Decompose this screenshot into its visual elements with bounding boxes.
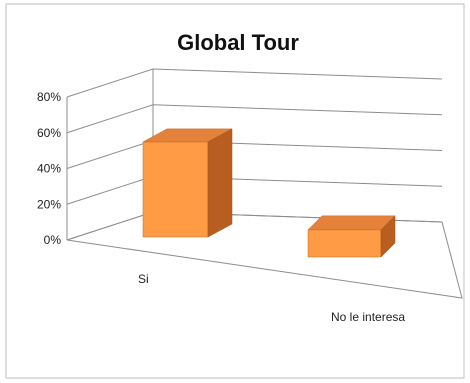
bars-layer (142, 128, 396, 258)
chart-border (5, 3, 465, 379)
y-tick-labels: 0% 20% 40% 60% 80% (37, 90, 61, 247)
bar-top (307, 215, 396, 231)
y-tick-label: 20% (37, 197, 61, 211)
bar-front (142, 141, 209, 238)
floor-plane (66, 211, 463, 299)
y-tick-label: 40% (37, 162, 61, 176)
category-label: No le interesa (331, 310, 405, 324)
bar-side (380, 215, 396, 258)
y-tick-label: 60% (37, 126, 61, 140)
bar-front (307, 229, 382, 258)
y-tick-label: 80% (37, 90, 61, 104)
category-label: Si (138, 272, 149, 286)
bar-side (207, 128, 233, 238)
chart-title: Global Tour (177, 30, 299, 55)
category-labels: Si No le interesa (138, 272, 405, 324)
y-tick-label: 0% (44, 233, 62, 247)
